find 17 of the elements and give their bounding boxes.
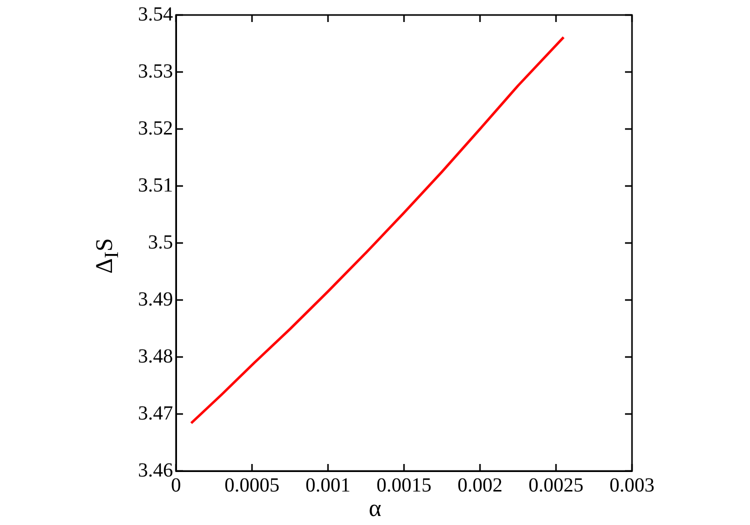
- y-tick-label: 3.48: [138, 345, 173, 368]
- y-tick-label: 3.47: [138, 402, 173, 424]
- y-tick-label: 3.51: [138, 174, 173, 196]
- x-tick-label: 0.0005: [224, 474, 280, 496]
- x-tick-label: 0.0025: [528, 474, 584, 496]
- x-tick-label: 0: [171, 474, 181, 496]
- y-tick-label: 3.49: [138, 288, 173, 310]
- x-axis-title: α: [368, 496, 382, 523]
- x-tick-label: 0.0015: [376, 474, 432, 496]
- y-tick-label: 3.54: [138, 3, 173, 26]
- y-tick-label: 3.52: [138, 117, 173, 140]
- x-tick-label: 0.003: [610, 474, 654, 496]
- y-tick-label: 3.5: [148, 231, 173, 254]
- y-tick-label: 3.46: [138, 459, 173, 482]
- x-tick-label: 0.001: [306, 474, 350, 496]
- x-tick-label: 0.002: [458, 474, 502, 496]
- y-tick-label: 3.53: [138, 60, 173, 82]
